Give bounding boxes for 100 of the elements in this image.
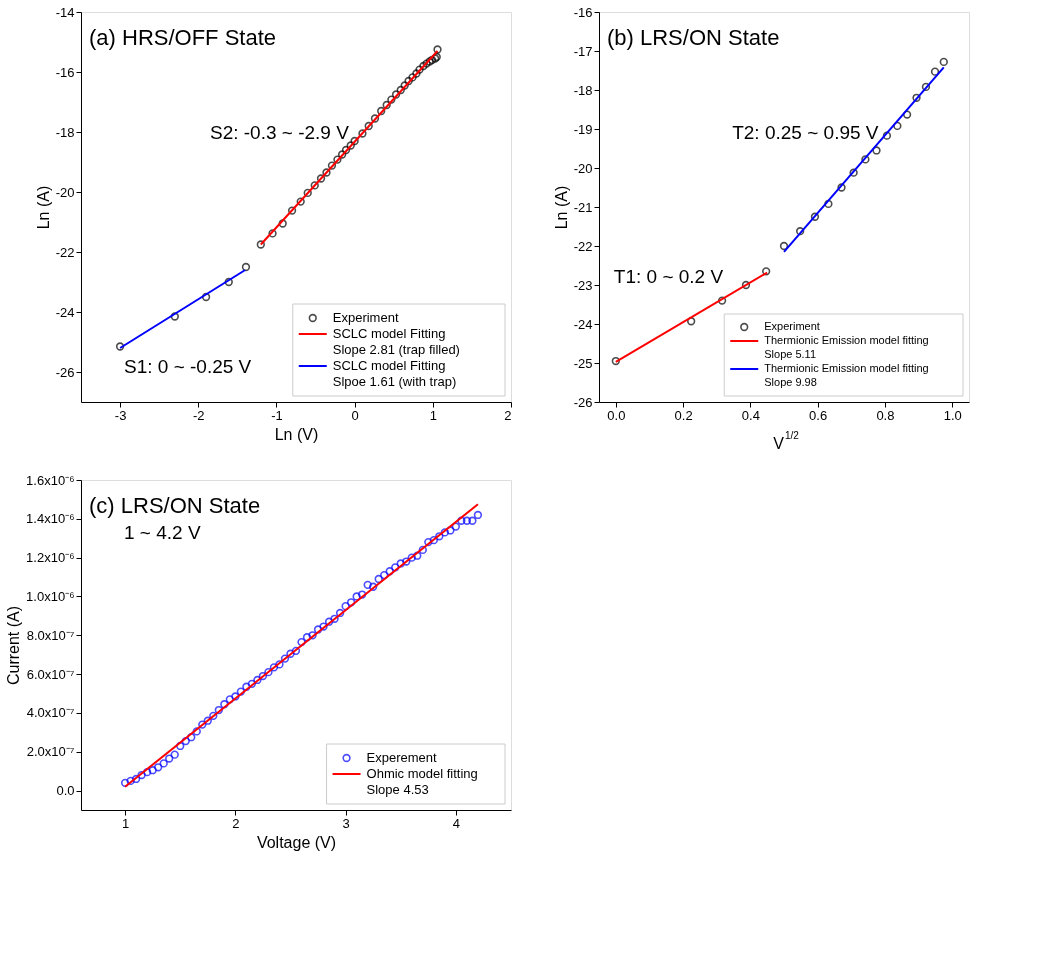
- point: [824, 199, 833, 209]
- point: [303, 188, 312, 198]
- point: [370, 114, 380, 123]
- x-tick-label: 3: [342, 815, 350, 831]
- y-tick-label: -19: [573, 121, 593, 137]
- x-tick-label: 0.6: [809, 407, 828, 423]
- y-tick-label: -23: [573, 277, 593, 293]
- point: [433, 45, 442, 54]
- point: [316, 174, 326, 183]
- annotation: 1 ~ 4.2 V: [124, 521, 201, 543]
- x-axis-title: Ln (V): [274, 425, 319, 443]
- y-tick-label: -18: [573, 82, 593, 98]
- point: [224, 277, 233, 287]
- point: [115, 342, 125, 351]
- x-tick-label: -3: [114, 407, 127, 423]
- point: [256, 240, 265, 249]
- point: [921, 82, 931, 92]
- point: [717, 296, 727, 305]
- point: [382, 100, 391, 110]
- point: [201, 292, 211, 302]
- point: [419, 61, 428, 71]
- y-tick-label: 6.0x10⁻⁷: [26, 666, 75, 682]
- point: [408, 73, 417, 82]
- y-tick-label: -22: [55, 244, 75, 260]
- text: (c) LRS/ON State: [89, 493, 261, 518]
- point: [687, 317, 696, 326]
- point: [296, 197, 305, 206]
- annotation: S2: -0.3 ~ -2.9 V: [210, 121, 350, 143]
- point: [327, 161, 337, 170]
- y-tick-label: -26: [573, 394, 593, 410]
- point: [882, 131, 892, 140]
- y-tick-label: -17: [573, 43, 593, 59]
- point: [387, 95, 396, 104]
- y-tick-label: -24: [55, 304, 75, 320]
- x-tick-label: 1: [121, 815, 130, 831]
- x-tick-label: 1: [429, 407, 437, 423]
- legend-label: Thermionic Emission model fitting Slope 9.98: [764, 362, 929, 388]
- y-tick-label: -21: [573, 199, 593, 215]
- legend-label: Ohmic model fitting Slope 4.53: [366, 766, 478, 797]
- point: [287, 206, 297, 215]
- point: [278, 219, 287, 228]
- annotation: T2: 0.25 ~ 0.95 V: [732, 121, 879, 143]
- y-tick-label: 1.4x10⁻⁶: [26, 511, 75, 527]
- point: [912, 93, 921, 102]
- point: [849, 168, 858, 177]
- y-tick-label: -26: [55, 364, 75, 380]
- point: [779, 241, 789, 251]
- point: [872, 146, 881, 155]
- y-tick-label: -25: [573, 355, 593, 371]
- point: [795, 227, 805, 236]
- x-tick-label: 4: [452, 815, 460, 831]
- point: [611, 356, 620, 366]
- point: [391, 90, 401, 99]
- y-axis-title: Ln (A): [552, 185, 570, 230]
- x-tick-label: 1.0: [943, 407, 962, 423]
- text: (a) HRS/OFF State: [89, 25, 277, 50]
- point: [396, 85, 405, 95]
- x-tick-label: 0: [351, 407, 359, 423]
- y-tick-label: -16: [573, 4, 593, 20]
- y-tick-label: 1.6x10⁻⁶: [26, 472, 75, 488]
- x-tick-label: -1: [271, 407, 283, 423]
- point: [930, 67, 940, 76]
- x-tick-label: 0.0: [607, 407, 626, 423]
- y-tick-label: 8.0x10⁻⁷: [26, 627, 75, 643]
- point: [412, 69, 421, 78]
- annotation: S1: 0 ~ -0.25 V: [124, 355, 252, 377]
- point: [358, 129, 367, 138]
- y-tick-label: -20: [55, 184, 75, 200]
- x-tick-label: 0.2: [674, 407, 693, 423]
- point: [427, 55, 437, 65]
- point: [341, 145, 351, 155]
- point: [337, 150, 347, 159]
- point: [333, 155, 342, 164]
- point: [268, 229, 277, 238]
- y-tick-label: -18: [55, 124, 75, 140]
- y-tick-label: 1.0x10⁻⁶: [26, 588, 75, 604]
- y-tick-label: 0.0: [56, 783, 75, 799]
- x-tick-label: 2: [232, 815, 240, 831]
- legend-label: SCLC model Fitting Slpoe 1.61 (with trap): [332, 358, 457, 389]
- y-tick-label: 2.0x10⁻⁷: [26, 744, 75, 760]
- point: [350, 136, 359, 146]
- point: [322, 168, 331, 177]
- point: [939, 57, 948, 67]
- x-tick-label: 0.4: [741, 407, 760, 423]
- point: [762, 267, 771, 276]
- x-axis-title: Voltage (V): [256, 833, 337, 851]
- point: [404, 76, 413, 86]
- y-tick-label: 4.0x10⁻⁷: [26, 705, 75, 721]
- point: [377, 106, 386, 116]
- legend-label: Experiment: [764, 320, 820, 332]
- point: [364, 121, 373, 131]
- y-tick-label: -16: [55, 64, 75, 80]
- point: [310, 181, 319, 190]
- y-tick-label: -20: [573, 160, 593, 176]
- point: [346, 141, 355, 150]
- legend-label: Thermionic Emission model fitting Slope 5.11: [764, 334, 929, 360]
- y-axis-title: Ln (A): [34, 185, 52, 230]
- y-tick-label: -24: [573, 316, 593, 332]
- legend-label: Experiment: [332, 310, 399, 325]
- x-tick-label: 0.8: [876, 407, 895, 423]
